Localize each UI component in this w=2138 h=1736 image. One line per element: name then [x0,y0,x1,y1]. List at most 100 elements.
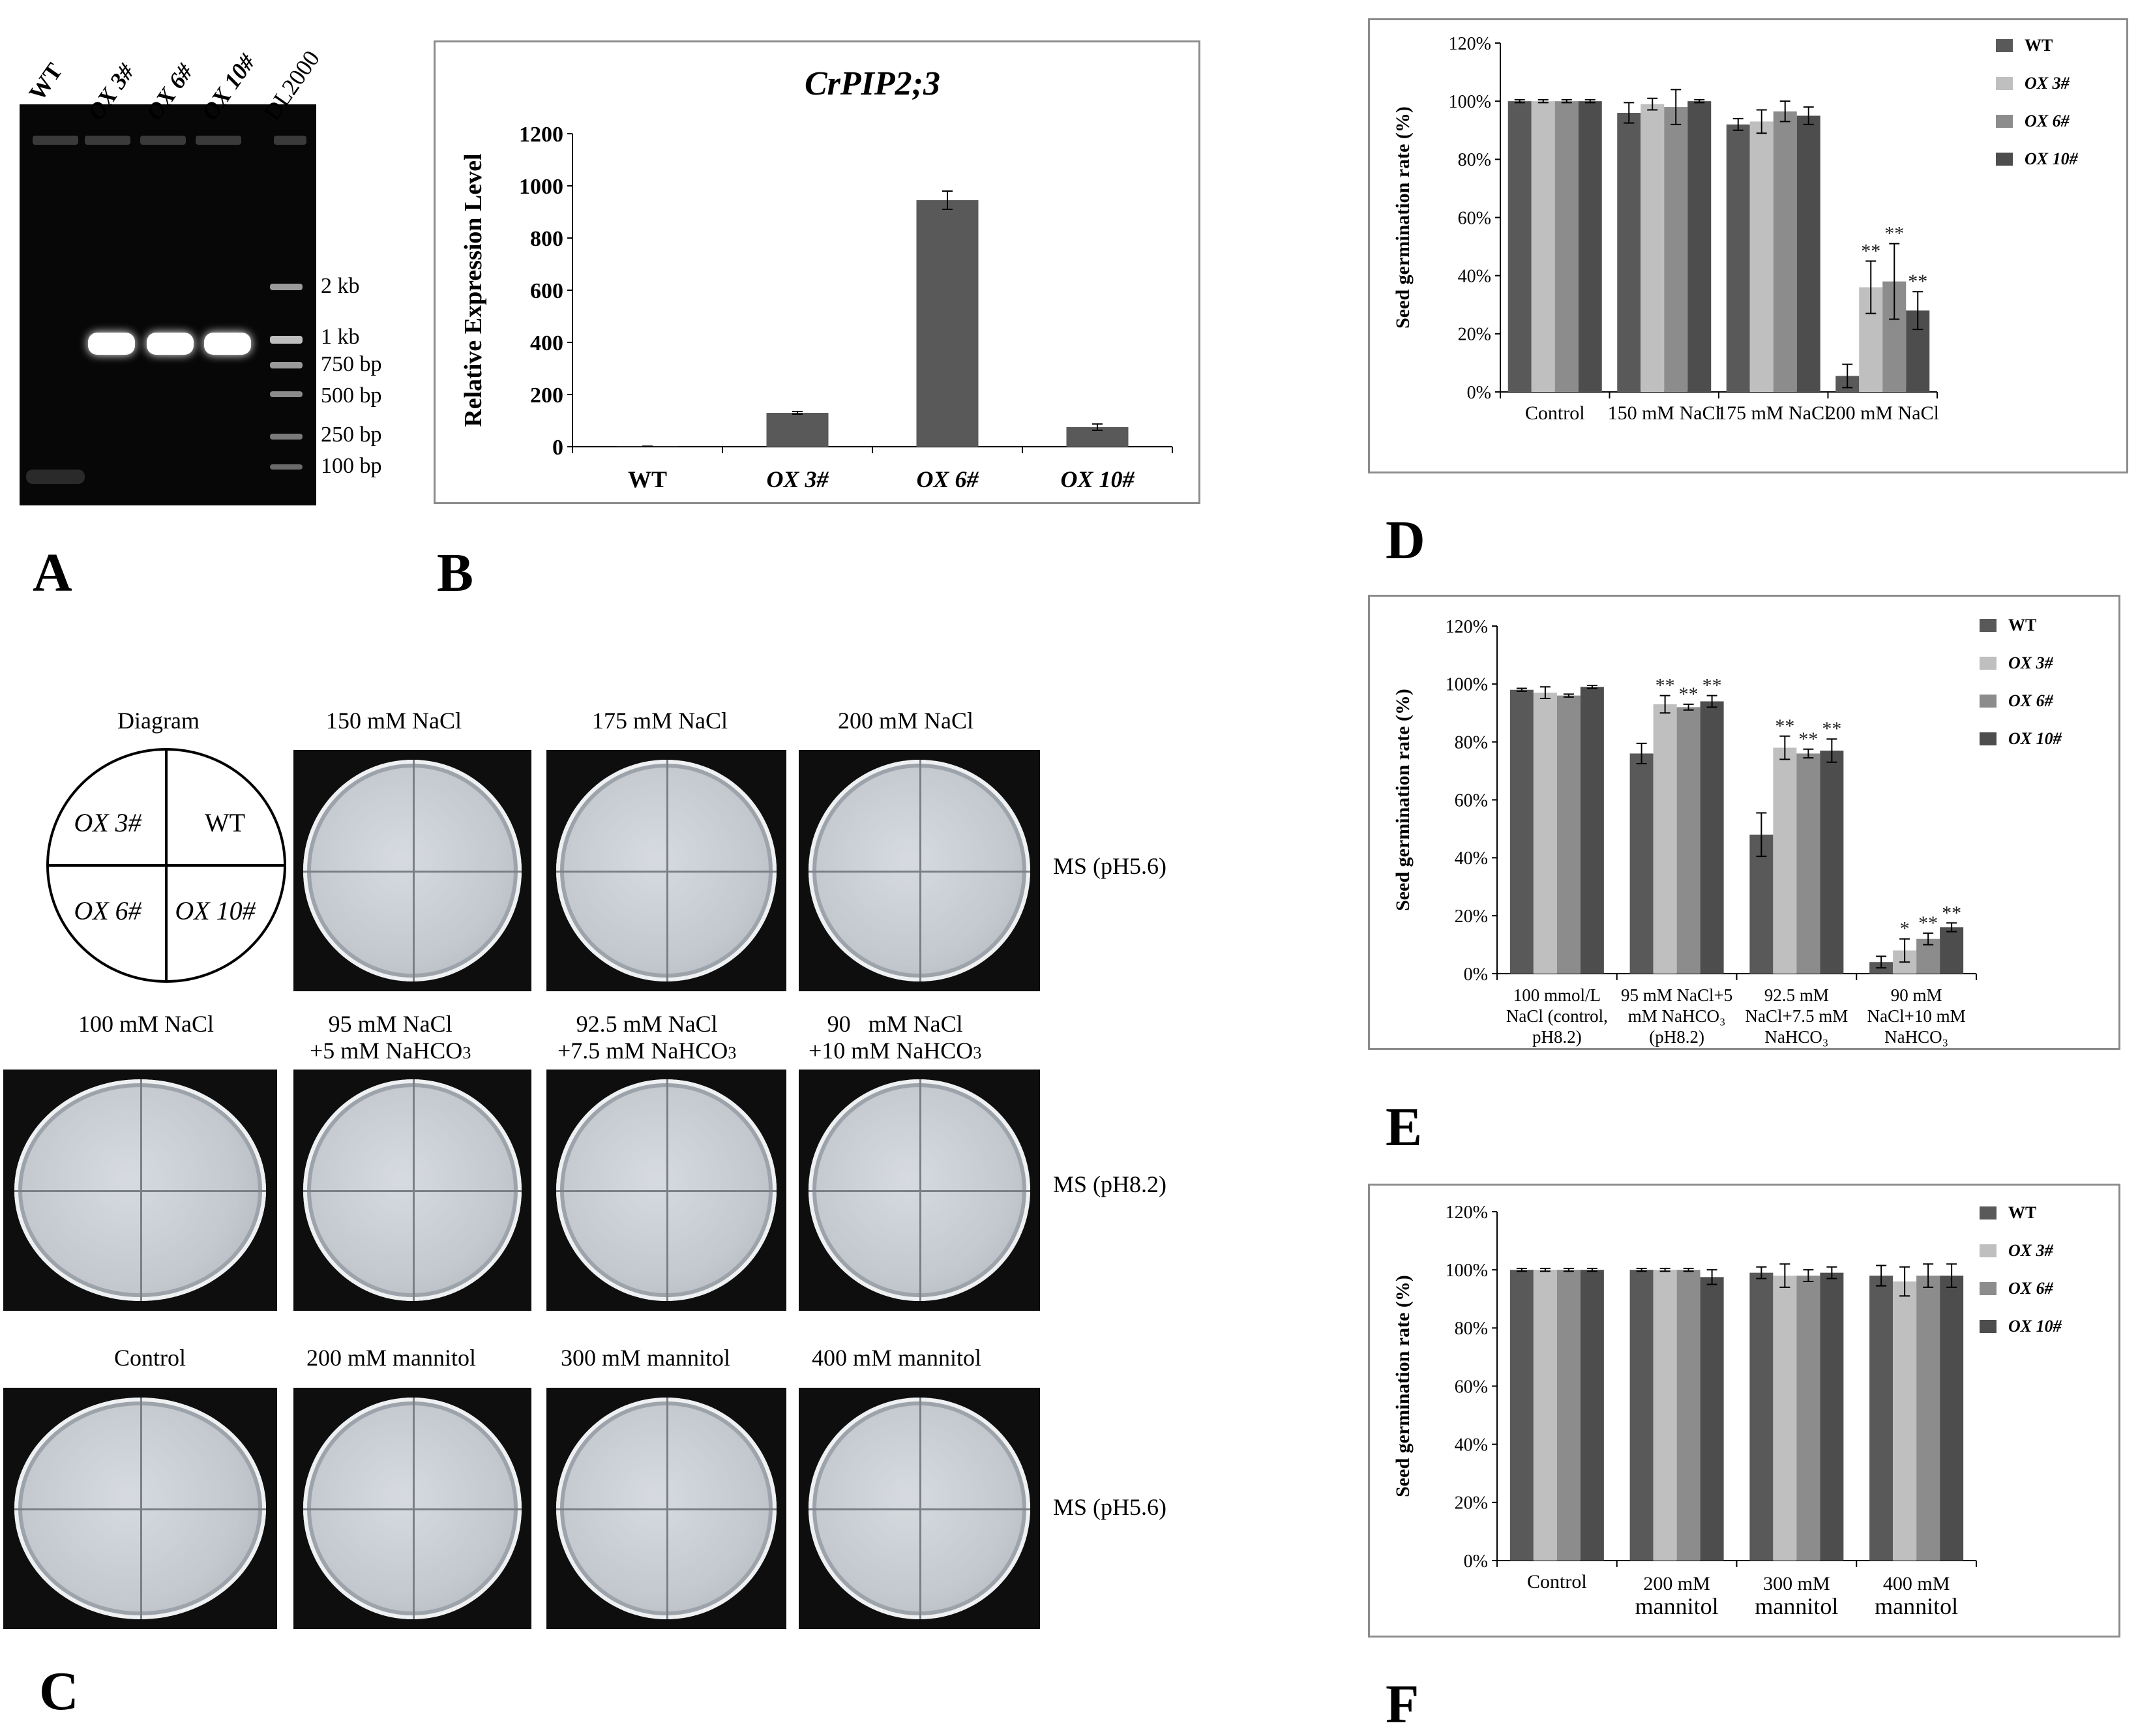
legend-swatch [1996,77,2013,90]
medium-label-row1: MS (pH5.6) [1053,852,1166,880]
legend-swatch [1980,1282,1997,1295]
plate-title-90nacl: 90 mM NaCl+10 mM NaHCO3 [809,1011,981,1065]
bar [1796,1276,1820,1561]
bar [1677,707,1700,974]
significance-mark: ** [1942,902,1961,923]
ladder-label-750bp: 750 bp [321,352,382,377]
plate-title-100nacl: 100 mM NaCl [78,1011,214,1038]
x-category-label: 150 mM NaCl [1608,402,1721,424]
y-tick-label: 60% [1455,790,1488,811]
bar [1557,1270,1581,1561]
panel-letter-d: D [1386,509,1425,572]
x-category-label: Control [1525,402,1585,424]
diagram-quadrant-ox6: OX 6# [74,896,141,925]
medium-label-row3: MS (pH5.6) [1053,1493,1166,1521]
legend-swatch [1980,732,1997,745]
plate-title-150nacl: 150 mM NaCl [326,708,462,734]
y-tick-label: 120% [1449,34,1491,54]
x-category-label: 300 mM [1763,1573,1830,1594]
bar [1581,687,1604,974]
bar [1869,1276,1893,1561]
x-category-label: Control [1527,1571,1587,1593]
legend-swatch [1996,153,2013,166]
significance-mark: * [1900,918,1910,940]
x-category-label-2: mannitol [1755,1593,1838,1619]
bar [1534,1270,1557,1561]
chart-e: 0%20%40%60%80%100%120%Seed germination r… [1370,597,2118,1048]
plate-photo-90nacl [799,1070,1040,1311]
plate-title-95nacl: 95 mM NaCl+5 mM NaHCO3 [310,1011,471,1065]
y-tick-label: 80% [1455,1319,1488,1339]
bar [1820,751,1843,974]
plate-title-400mannitol: 400 mM mannitol [812,1345,981,1371]
bar [1510,1270,1534,1561]
x-category-label-2: mannitol [1875,1593,1958,1619]
diagram-quadrant-wt: WT [205,808,245,837]
chart-f-frame: 0%20%40%60%80%100%120%Seed germination r… [1368,1184,2120,1638]
plate-photo-95nacl [293,1070,531,1311]
y-tick-label: 600 [530,279,563,303]
lane-label-wt: WT [23,58,68,106]
y-tick-label: 120% [1446,617,1488,637]
bar [1749,1273,1773,1561]
legend-swatch [1980,1206,1997,1220]
bar [1893,1281,1916,1561]
x-category-label: OX 6# [916,466,979,492]
legend-swatch [1980,1320,1997,1333]
significance-mark: ** [1679,683,1699,705]
y-tick-label: 80% [1455,732,1488,753]
x-category-label: OX 3# [766,466,829,492]
y-tick-label: 0% [1464,1551,1488,1572]
bar [1664,107,1687,392]
significance-mark: ** [1798,728,1818,750]
bar [1916,1276,1940,1561]
plate-photo-200mannitol [293,1388,531,1629]
plate-photo-400mannitol [799,1388,1040,1629]
x-category-label: 400 mM [1883,1573,1950,1594]
y-tick-label: 1000 [519,175,563,199]
y-tick-label: 20% [1455,906,1488,927]
y-tick-label: 100% [1449,92,1491,112]
y-tick-label: 40% [1455,848,1488,869]
chart-f: 0%20%40%60%80%100%120%Seed germination r… [1370,1186,2118,1636]
bar [1534,693,1557,974]
significance-mark: ** [1918,912,1938,934]
x-category-label-2: mannitol [1635,1593,1719,1619]
legend-swatch [1980,619,1997,632]
y-tick-label: 120% [1446,1203,1488,1223]
bar [1773,748,1796,974]
significance-mark: ** [1908,271,1927,292]
y-tick-label: 20% [1455,1493,1488,1514]
agarose-gel-image [20,104,316,505]
gel-band-ox6 [147,333,194,355]
y-tick-label: 80% [1458,150,1491,170]
legend-label: OX 3# [2008,1241,2054,1260]
bar [1579,101,1602,392]
plate-title-200nacl: 200 mM NaCl [838,708,973,734]
bar [1677,1270,1700,1561]
legend-label: OX 3# [2025,74,2070,93]
y-tick-label: 0% [1467,383,1491,403]
y-tick-label: 60% [1458,208,1491,228]
bar [1581,1270,1604,1561]
x-category-label: OX 10# [1060,466,1135,492]
bar [1641,104,1664,392]
legend-label: OX 6# [2008,1279,2054,1298]
plate-title-300mannitol: 300 mM mannitol [561,1345,730,1371]
bar [1654,1270,1677,1561]
plate-photo-control [3,1388,277,1629]
ladder-label-2kb: 2 kb [321,274,360,299]
y-tick-label: 1200 [519,123,563,147]
legend-label: OX 10# [2008,1317,2062,1336]
plate-photo-100nacl [3,1070,277,1311]
medium-label-row2: MS (pH8.2) [1053,1171,1166,1198]
plate-photo-300mannitol [546,1388,786,1629]
ladder-label-250bp: 250 bp [321,423,382,447]
significance-mark: ** [1861,240,1880,262]
chart-d-frame: 0%20%40%60%80%100%120%Seed germination r… [1368,18,2128,473]
bar [1700,701,1724,974]
chart-e-frame: 0%20%40%60%80%100%120%Seed germination r… [1368,595,2120,1050]
bar [1774,112,1797,392]
